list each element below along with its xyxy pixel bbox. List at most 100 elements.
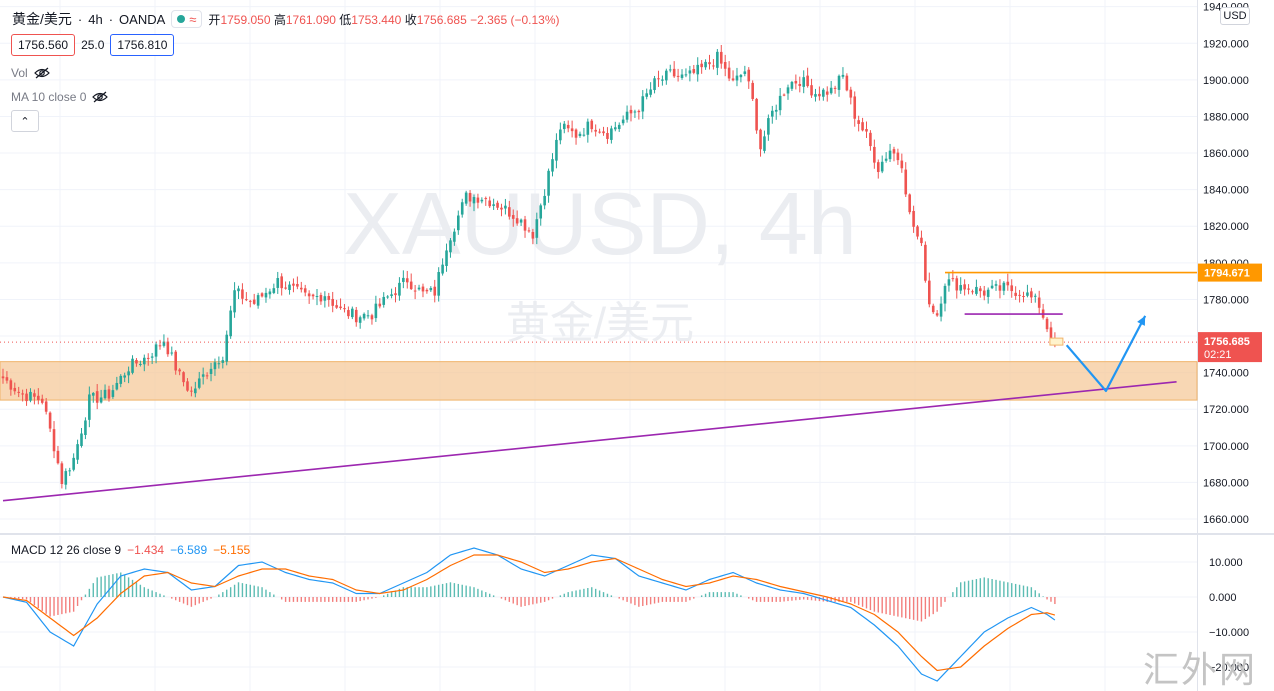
candle-body [288, 284, 291, 291]
candle-body [76, 444, 79, 460]
candle-body [150, 356, 154, 358]
candle-body [751, 82, 754, 99]
candle-body [657, 78, 660, 80]
candle-body [464, 192, 468, 204]
candle-body [146, 357, 150, 359]
candle-body [873, 146, 876, 163]
high-value: 1761.090 [285, 12, 336, 27]
open-value: 1759.050 [220, 12, 271, 27]
candle-body [719, 51, 723, 64]
price-tick-label: 1720.000 [1203, 404, 1249, 416]
last-price-label: 1756.685 [1204, 336, 1250, 348]
price-tick-label: 1920.000 [1203, 38, 1249, 50]
candle-body [633, 111, 637, 113]
candle-body [409, 281, 413, 290]
candle-body [25, 393, 28, 402]
candle-body [955, 278, 959, 291]
candle-body [939, 303, 943, 317]
site-watermark: 汇外网 [1143, 650, 1258, 691]
interval-label[interactable]: 4h [88, 11, 103, 27]
candle-body [641, 96, 645, 112]
candle-body [9, 380, 13, 390]
candle-body [971, 291, 974, 293]
volume-indicator-row[interactable]: Vol [11, 66, 50, 80]
candle-body [29, 391, 32, 401]
currency-button[interactable]: USD [1220, 7, 1250, 25]
candle-body [48, 412, 52, 429]
candle-body [861, 122, 864, 131]
candle-body [696, 64, 700, 75]
candle-body [358, 317, 362, 323]
candle-body [621, 119, 625, 124]
candle-body [1045, 318, 1049, 330]
eye-hidden-icon[interactable] [92, 91, 109, 103]
candle-body [1, 376, 5, 379]
candle-body [704, 61, 707, 68]
candle-body [323, 296, 327, 301]
macd-histogram-value: −1.434 [127, 543, 165, 557]
candle-body [676, 75, 680, 77]
candle-body [174, 351, 177, 371]
candle-body [802, 77, 805, 87]
market-status-badge[interactable]: ≈ [171, 10, 203, 28]
candle-body [900, 160, 904, 169]
macd-legend[interactable]: MACD 12 26 close 9 −1.434 −6.589 −5.155 [11, 543, 250, 557]
candle-body [1033, 295, 1037, 297]
candle-body [476, 197, 480, 203]
candle-body [194, 388, 197, 394]
candle-body [559, 129, 562, 141]
candle-body [201, 374, 205, 377]
candle-body [80, 433, 83, 446]
candle-body [818, 93, 821, 97]
candle-body [472, 197, 476, 204]
candle-body [1026, 292, 1029, 296]
candle-body [394, 293, 397, 296]
candle-body [500, 207, 503, 210]
candle-body [767, 118, 770, 135]
candles-layer [1, 45, 1057, 490]
candle-body [21, 393, 24, 395]
candle-body [578, 133, 582, 136]
candle-body [539, 205, 543, 219]
collapse-indicators-button[interactable]: ⌃ [11, 110, 39, 132]
candle-body [668, 69, 672, 71]
candle-body [570, 128, 574, 132]
candle-body [672, 68, 676, 77]
candle-body [519, 219, 523, 223]
chevron-up-icon: ⌃ [20, 115, 30, 128]
candle-body [162, 341, 166, 346]
price-tick-label: 1880.000 [1203, 111, 1249, 123]
candle-body [88, 394, 91, 420]
candle-body [457, 215, 460, 231]
candle-body [284, 287, 287, 289]
candle-body [221, 360, 225, 363]
price-tick-label: 1740.000 [1203, 368, 1249, 380]
candle-body [170, 352, 174, 354]
candle-body [264, 292, 268, 298]
candle-body [139, 363, 142, 365]
support-zone [0, 361, 1198, 401]
symbol-name[interactable]: 黄金/美元 [12, 11, 72, 27]
sell-price-button[interactable]: 1756.560 [11, 34, 76, 56]
candle-body [798, 83, 802, 86]
candle-body [833, 87, 837, 89]
candle-body [107, 389, 111, 399]
eye-hidden-icon[interactable] [33, 67, 50, 79]
candle-body [759, 129, 762, 150]
candle-body [967, 288, 970, 290]
candle-body [60, 463, 64, 484]
trendline [2, 380, 1177, 502]
buy-price-button[interactable]: 1756.810 [110, 34, 175, 56]
candle-body [527, 230, 531, 232]
candle-body [829, 87, 833, 94]
candle-body [343, 308, 346, 310]
candle-body [1022, 296, 1025, 298]
candle-body [665, 70, 668, 81]
candle-body [700, 63, 703, 68]
ma-indicator-row[interactable]: MA 10 close 0 [11, 90, 109, 104]
price-tick-label: 1700.000 [1203, 441, 1249, 453]
candle-body [68, 470, 72, 472]
candle-body [233, 290, 236, 313]
